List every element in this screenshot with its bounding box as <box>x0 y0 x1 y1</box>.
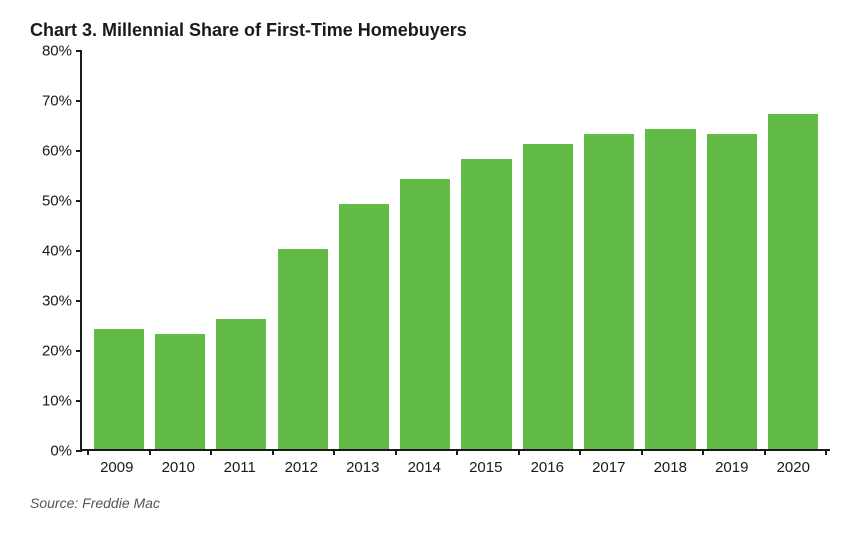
chart-title: Chart 3. Millennial Share of First-Time … <box>30 20 830 41</box>
bar <box>339 204 389 449</box>
source-text: Source: Freddie Mac <box>30 495 830 511</box>
bar-slot <box>640 51 701 449</box>
y-tick-mark <box>76 100 82 102</box>
y-tick-label: 0% <box>50 443 72 460</box>
bar <box>155 334 205 449</box>
bar-slot <box>211 51 272 449</box>
y-tick-mark <box>76 400 82 402</box>
y-tick-label: 20% <box>42 343 72 360</box>
y-tick-mark <box>76 50 82 52</box>
bar <box>707 134 757 449</box>
x-tick-label: 2011 <box>209 453 271 476</box>
y-tick-mark <box>76 250 82 252</box>
bar-slot <box>579 51 640 449</box>
y-tick-mark <box>76 350 82 352</box>
bar <box>523 144 573 449</box>
x-tick-label: 2009 <box>86 453 148 476</box>
bar-slot <box>88 51 149 449</box>
x-tick-label: 2015 <box>455 453 517 476</box>
x-tick-label: 2010 <box>148 453 210 476</box>
bar-slot <box>456 51 517 449</box>
bar-slot <box>517 51 578 449</box>
bar <box>768 114 818 449</box>
y-tick-label: 10% <box>42 393 72 410</box>
y-tick-mark <box>76 300 82 302</box>
bar-slot <box>701 51 762 449</box>
bar-slot <box>333 51 394 449</box>
bar <box>461 159 511 449</box>
bar-slot <box>272 51 333 449</box>
x-tick-label: 2017 <box>578 453 640 476</box>
bar <box>400 179 450 449</box>
bar-slot <box>395 51 456 449</box>
y-tick-mark <box>76 200 82 202</box>
x-tick-label: 2014 <box>394 453 456 476</box>
y-tick-label: 80% <box>42 43 72 60</box>
bar <box>216 319 266 449</box>
y-tick-label: 40% <box>42 243 72 260</box>
bars-container <box>82 51 830 449</box>
y-tick-mark <box>76 450 82 452</box>
x-axis: 2009201020112012201320142015201620172018… <box>80 453 830 476</box>
bar <box>278 249 328 449</box>
y-tick-mark <box>76 150 82 152</box>
x-tick-label: 2020 <box>763 453 825 476</box>
x-tick-label: 2013 <box>332 453 394 476</box>
x-tick-label: 2012 <box>271 453 333 476</box>
x-tick-label: 2018 <box>640 453 702 476</box>
bar <box>94 329 144 449</box>
bar <box>584 134 634 449</box>
chart-wrapper: 0%10%20%30%40%50%60%70%80% 2009201020112… <box>30 51 830 481</box>
x-tick-label: 2016 <box>517 453 579 476</box>
y-tick-label: 60% <box>42 143 72 160</box>
y-tick-label: 50% <box>42 193 72 210</box>
y-tick-label: 70% <box>42 93 72 110</box>
x-tick-label: 2019 <box>701 453 763 476</box>
bar-slot <box>763 51 824 449</box>
plot-area <box>80 51 830 451</box>
y-axis: 0%10%20%30%40%50%60%70%80% <box>30 51 80 451</box>
bar-slot <box>149 51 210 449</box>
y-tick-label: 30% <box>42 293 72 310</box>
bar <box>645 129 695 449</box>
